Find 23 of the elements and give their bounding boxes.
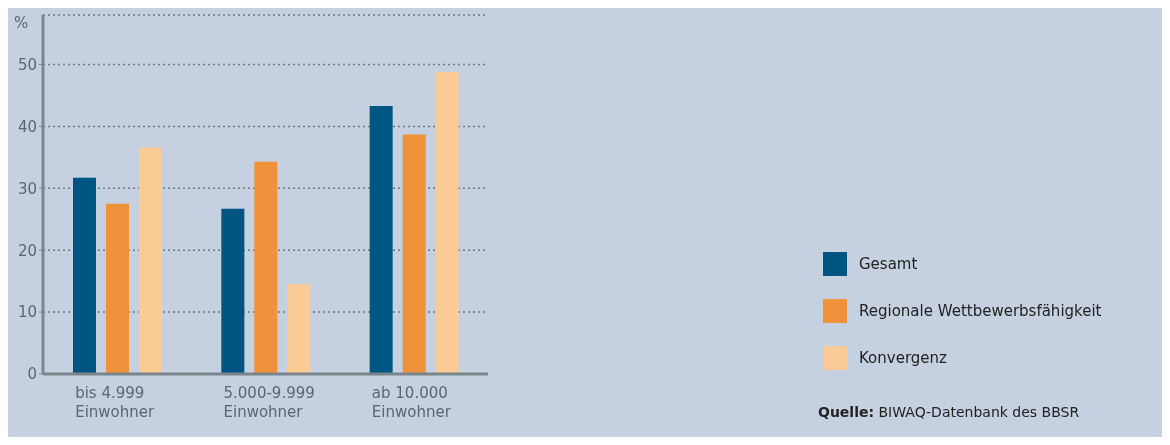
y-tick-label: 30 <box>17 179 37 198</box>
bar <box>287 284 311 374</box>
legend-label: Konvergenz <box>859 348 947 367</box>
bar <box>221 208 245 374</box>
legend-label: Regionale Wettbewerbsfähigkeit <box>859 301 1102 320</box>
x-tick-label: 5.000-9.999 Einwohner <box>223 384 315 421</box>
y-tick-label: 20 <box>17 241 37 260</box>
x-tick-label: ab 10.000 Einwohner <box>371 384 452 421</box>
y-axis-title: % <box>14 14 29 32</box>
bar <box>73 177 96 374</box>
legend-label: Gesamt <box>859 254 918 273</box>
bar <box>106 203 129 374</box>
bar <box>435 71 459 374</box>
bar <box>369 105 393 374</box>
bar <box>402 134 426 374</box>
source-note: Quelle: BIWAQ-Datenbank des BBSR <box>818 404 1080 420</box>
x-tick-label: bis 4.999 Einwohner <box>75 384 156 421</box>
y-tick-label: 50 <box>17 55 37 74</box>
y-tick-label: 10 <box>17 303 37 322</box>
bar <box>254 161 278 374</box>
y-tick-label: 0 <box>27 365 37 384</box>
bar <box>139 147 162 374</box>
y-tick-label: 40 <box>17 117 37 136</box>
